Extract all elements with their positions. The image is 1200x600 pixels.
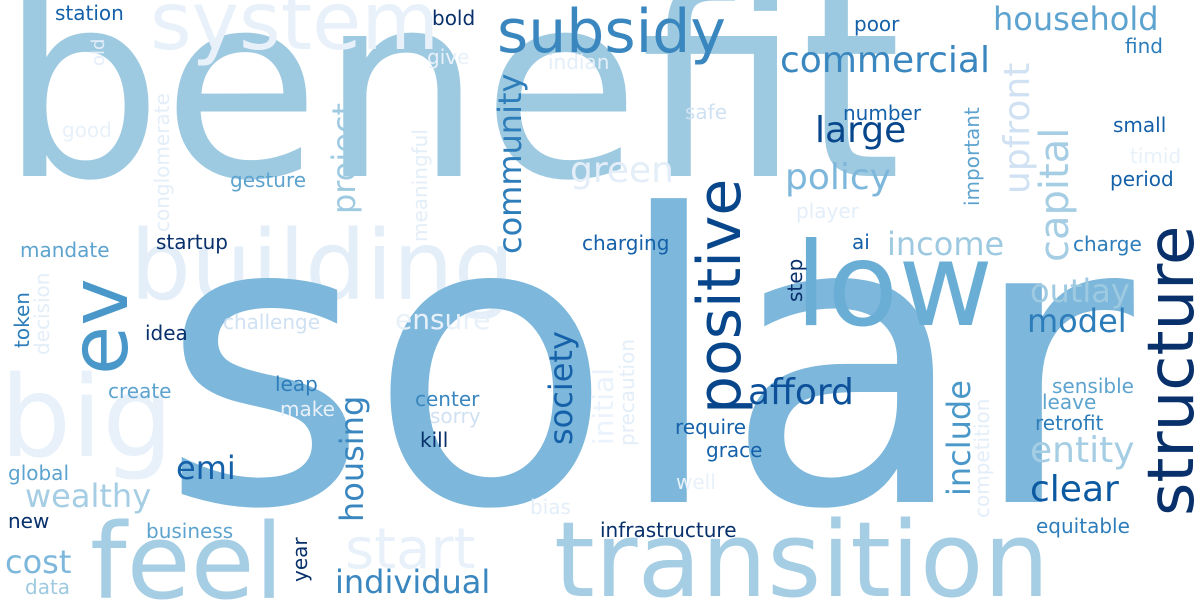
word-solar: solar (160, 132, 1134, 597)
word-individual: individual (335, 563, 491, 600)
word-decision: decision (30, 272, 54, 355)
word-entity: entity (1030, 430, 1135, 471)
word-center: center (415, 387, 480, 411)
word-token: token (10, 292, 34, 348)
word-income: income (887, 225, 1005, 263)
word-gesture: gesture (230, 168, 307, 192)
word-sensible: sensible (1052, 374, 1134, 398)
word-clear: clear (1030, 469, 1119, 510)
word-leave: leave (1042, 390, 1097, 414)
word-timid: timid (1130, 144, 1182, 168)
word-important: important (960, 107, 984, 206)
word-good: good (62, 118, 112, 142)
word-emi: emi (176, 449, 236, 487)
word-safe: safe (685, 100, 728, 124)
word-start: start (345, 517, 476, 582)
word-wealthy: wealthy (25, 477, 152, 515)
word-require: require (675, 415, 747, 439)
word-charge: charge (1073, 232, 1142, 256)
word-household: household (993, 0, 1159, 38)
word-big: big (0, 353, 174, 483)
word-find: find (1125, 34, 1163, 58)
word-charging: charging (582, 231, 670, 255)
word-make: make (280, 397, 335, 421)
word-project: project (325, 102, 363, 214)
word-upfront: upfront (997, 62, 1038, 194)
word-well: well (676, 470, 716, 494)
word-afford: afford (748, 372, 854, 413)
word-number: number (843, 101, 922, 125)
word-old: old (88, 38, 109, 66)
word-model: model (1027, 302, 1127, 340)
word-system: system (150, 0, 440, 68)
word-idea: idea (145, 321, 188, 345)
word-subsidy: subsidy (497, 0, 726, 67)
word-community: community (491, 73, 529, 254)
word-global: global (8, 461, 69, 485)
word-leap: leap (275, 372, 318, 396)
word-positive: positive (685, 178, 755, 414)
word-bias: bias (530, 495, 571, 519)
word-capital: capital (1032, 127, 1078, 262)
word-sorry: sorry (430, 404, 481, 428)
word-data: data (25, 575, 71, 599)
word-ai: ai (852, 230, 870, 254)
word-step: step (783, 258, 807, 302)
word-feel: feel (90, 501, 284, 600)
word-policy: policy (785, 157, 891, 198)
word-housing: housing (333, 395, 371, 522)
word-indian: indian (548, 50, 610, 74)
word-business: business (146, 519, 234, 543)
word-structure: structure (1135, 225, 1200, 516)
word-transition: transition (554, 499, 1050, 600)
word-give: give (427, 45, 470, 69)
word-bold: bold (432, 6, 476, 30)
word-grace: grace (706, 438, 763, 462)
word-competition: competition (970, 398, 994, 518)
word-cost: cost (5, 543, 72, 581)
word-station: station (55, 1, 124, 25)
word-benefit: benefit (0, 0, 902, 237)
word-outlay: outlay (1030, 272, 1130, 310)
word-create: create (108, 379, 172, 403)
word-poor: poor (854, 12, 900, 36)
word-new: new (8, 509, 50, 533)
word-equitable: equitable (1036, 514, 1130, 538)
word-ev: ev (53, 278, 146, 375)
word-ensure: ensure (395, 303, 491, 336)
word-low: low (795, 218, 994, 353)
word-commercial: commercial (780, 40, 990, 81)
word-mandate: mandate (20, 238, 110, 262)
word-player: player (796, 199, 859, 223)
word-retrofit: retrofit (1035, 411, 1104, 435)
word-building: building (130, 210, 515, 322)
word-challenge: challenge (223, 310, 321, 334)
word-green: green (570, 150, 674, 191)
word-year: year (288, 537, 312, 582)
word-society: society (542, 331, 580, 445)
word-meaningful: meaningful (408, 129, 432, 242)
word-infrastructure: infrastructure (600, 518, 737, 542)
word-large: large (815, 110, 907, 151)
word-startup: startup (156, 230, 228, 254)
word-precaution: precaution (615, 338, 639, 446)
word-initial: initial (587, 368, 620, 445)
word-conglomerate: conglomerate (150, 93, 174, 232)
word-small: small (1113, 113, 1167, 137)
word-kill: kill (420, 428, 449, 452)
word-period: period (1110, 167, 1174, 191)
